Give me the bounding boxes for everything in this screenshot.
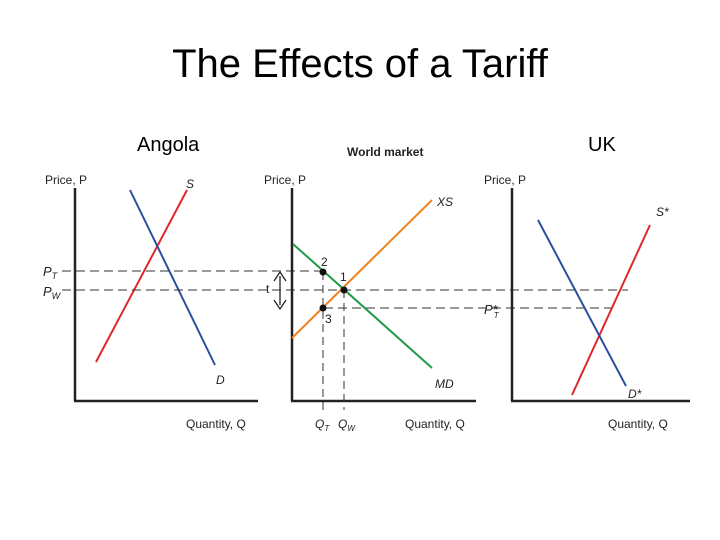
home-x-axis-label: Quantity, Q [186, 417, 246, 431]
home-demand-label: D [216, 373, 225, 387]
foreign-demand-label: D* [628, 387, 642, 401]
point-3 [319, 304, 327, 312]
tariff-arrowhead-down [273, 299, 287, 311]
export-supply-curve [291, 199, 433, 339]
home-y-axis-label: Price, P [45, 173, 87, 187]
point-2 [319, 268, 327, 276]
point-2-label: 2 [321, 255, 328, 269]
country-label-uk: UK [588, 134, 616, 156]
point-1 [340, 286, 348, 294]
qw-label: QW [338, 417, 356, 433]
tariff-arrowhead-up [273, 270, 287, 282]
foreign-supply-curve [571, 224, 651, 396]
world-x-axis-label: Quantity, Q [405, 417, 465, 431]
import-demand-curve [292, 243, 433, 369]
foreign-market-panel: Price, P S* D* Quantity, Q P*T [484, 173, 690, 431]
export-supply-label: XS [436, 195, 453, 209]
qt-label: QT [315, 417, 330, 433]
foreign-price-label: P*T [484, 302, 500, 320]
home-supply-curve [95, 189, 188, 363]
world-y-axis-label: Price, P [264, 173, 306, 187]
tariff-label: t [266, 282, 270, 296]
foreign-x-axis-label: Quantity, Q [608, 417, 668, 431]
import-demand-label: MD [435, 377, 454, 391]
point-3-label: 3 [325, 312, 332, 326]
world-price-label: PW [43, 284, 62, 301]
foreign-supply-label: S* [656, 205, 669, 219]
point-1-label: 1 [340, 270, 347, 284]
home-demand-curve [129, 189, 216, 366]
country-label-angola: Angola [137, 134, 200, 156]
foreign-y-axis-label: Price, P [484, 173, 526, 187]
slide-title: The Effects of a Tariff [172, 42, 548, 86]
world-market-heading: World market [347, 145, 423, 159]
tariff-price-label: PT [43, 264, 59, 281]
foreign-demand-curve [537, 219, 627, 387]
home-supply-label: S [186, 177, 194, 191]
world-market-panel: World market Price, P XS MD Quantity, Q … [264, 145, 476, 433]
home-market-panel: Price, P S D Quantity, Q PT PW [43, 173, 258, 431]
